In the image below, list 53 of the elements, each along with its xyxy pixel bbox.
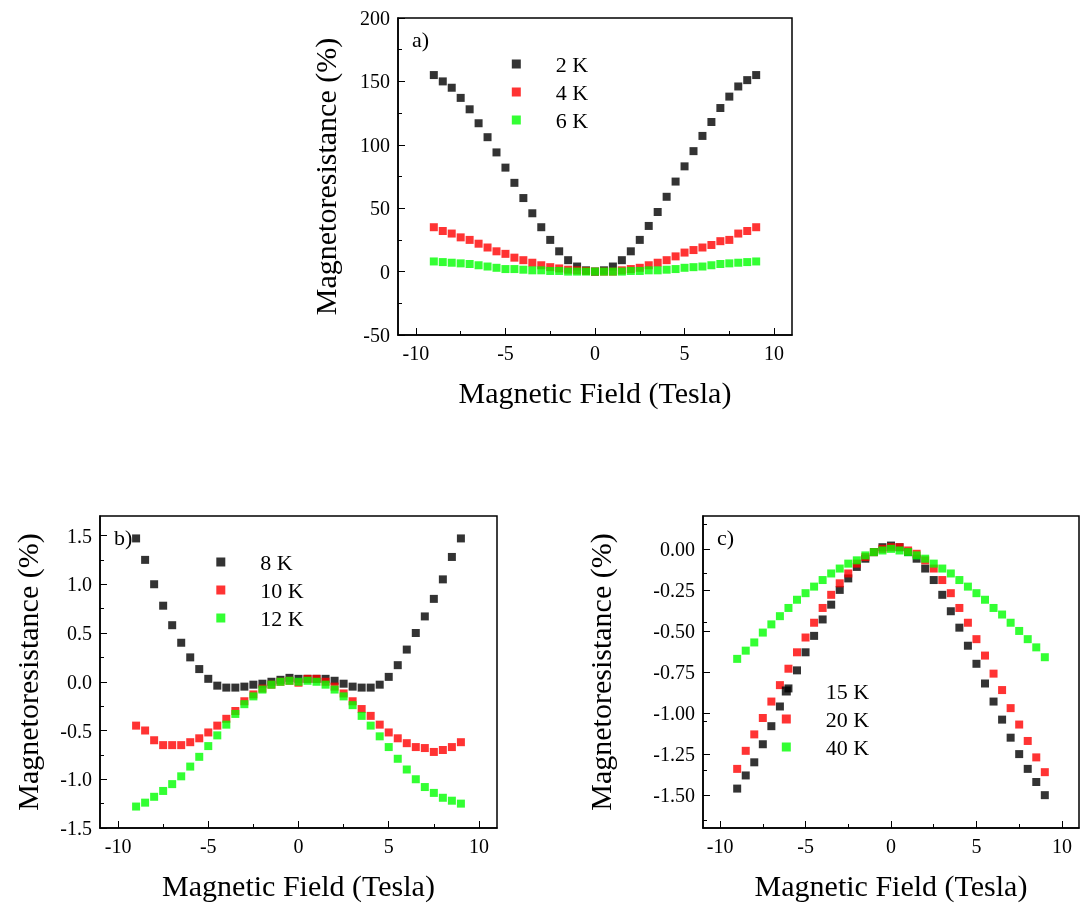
x-tick-label: -5 [199, 835, 217, 857]
annotation: a) [412, 26, 430, 52]
y-tick-label: -0.50 [653, 619, 695, 642]
legend-label: 10 K [260, 577, 304, 603]
y-tick-label: -50 [363, 324, 390, 346]
x-tick-label: 10 [1051, 835, 1072, 857]
legend-label: 40 K [825, 734, 870, 760]
legend-label: 15 K [825, 678, 870, 704]
y-tick-label: 100 [360, 133, 390, 156]
y-tick-label: 0.0 [67, 670, 92, 693]
x-tick-label: -5 [497, 342, 514, 364]
annotation: c) [717, 524, 735, 550]
x-tick-label: 0 [886, 835, 896, 857]
x-tick-label: 10 [468, 835, 489, 857]
x-tick-label: -5 [797, 835, 814, 857]
y-axis-title: Magnetoresistance (%) [10, 533, 45, 811]
legend-label: 20 K [825, 706, 870, 732]
y-tick-label: 1.0 [67, 573, 92, 596]
y-tick-label: -0.25 [653, 578, 695, 601]
y-tick-label: -1.25 [653, 743, 695, 766]
x-tick-label: 0 [590, 342, 600, 364]
x-tick-label: 5 [383, 835, 394, 857]
legend-label: 6 K [555, 107, 589, 133]
x-tick-label: 10 [764, 342, 785, 364]
y-tick-label: -0.75 [653, 661, 695, 683]
x-axis-title: Magnetic Field (Tesla) [754, 868, 1028, 903]
y-tick-label: -1.0 [60, 768, 92, 791]
y-tick-label: -0.5 [60, 719, 92, 742]
x-axis-title: Magnetic Field (Tesla) [458, 375, 732, 410]
x-tick-label: 0 [293, 835, 304, 857]
x-tick-label: -10 [402, 342, 430, 364]
x-axis-title: Magnetic Field (Tesla) [162, 868, 435, 903]
y-tick-label: -1.50 [653, 784, 695, 807]
y-tick-label: 200 [360, 7, 390, 29]
y-tick-label: -1.00 [653, 702, 695, 725]
x-tick-label: -10 [104, 835, 132, 857]
legend-label: 8 K [260, 549, 293, 575]
y-tick-label: 0.5 [67, 622, 92, 644]
y-tick-label: 50 [370, 197, 390, 220]
y-tick-label: 0 [380, 260, 390, 283]
x-tick-label: -10 [706, 835, 734, 857]
legend-label: 2 K [555, 51, 589, 77]
y-axis-title: Magnetoresistance (%) [583, 533, 618, 811]
x-tick-label: 5 [679, 342, 690, 364]
x-tick-label: 5 [971, 835, 982, 857]
y-tick-label: -1.5 [60, 817, 92, 839]
annotation: b) [114, 524, 133, 550]
y-tick-label: 150 [360, 70, 390, 93]
y-tick-label: 0.00 [660, 537, 695, 560]
y-tick-label: 1.5 [67, 524, 92, 547]
legend-label: 12 K [260, 605, 304, 631]
y-axis-title: Magnetoresistance (%) [308, 37, 343, 316]
legend-label: 4 K [555, 79, 589, 105]
